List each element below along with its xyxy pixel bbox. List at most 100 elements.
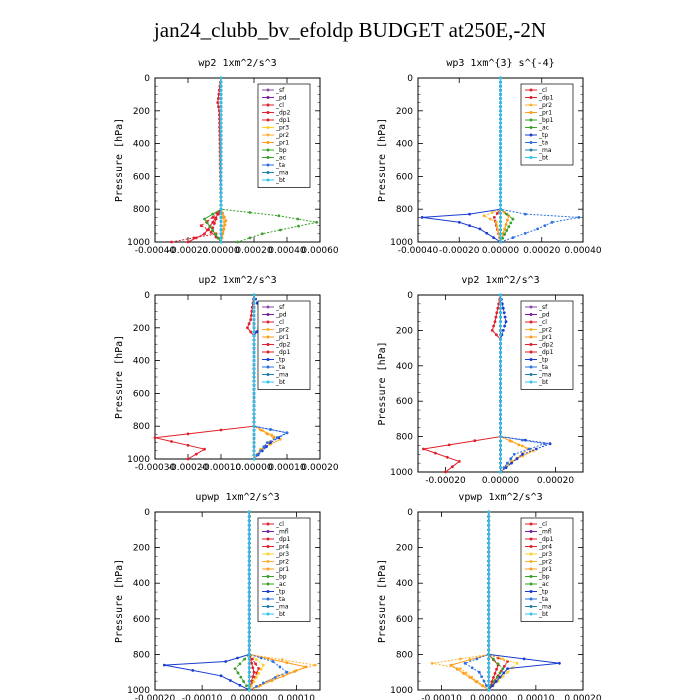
data-point-bt xyxy=(219,84,223,88)
data-point-tp xyxy=(506,667,509,670)
x-tick-label: 0.00060 xyxy=(301,246,338,256)
data-point-bt xyxy=(499,360,502,363)
data-point-dp1 xyxy=(473,439,477,443)
data-point-pr1 xyxy=(224,219,228,223)
legend-marker xyxy=(529,597,533,601)
y-axis-label: Pressure [hPa] xyxy=(377,341,388,425)
data-point-tp xyxy=(504,320,508,323)
data-point-ta xyxy=(265,441,269,444)
y-axis-label: Pressure [hPa] xyxy=(377,559,388,643)
legend-label: _bp xyxy=(275,574,287,581)
legend-marker xyxy=(266,350,270,354)
data-point-bt xyxy=(487,617,491,621)
data-point-bt xyxy=(499,306,502,310)
legend-marker xyxy=(529,328,533,331)
data-point-pr2 xyxy=(490,211,494,214)
legend-marker xyxy=(529,148,533,152)
legend-label: _ma xyxy=(538,147,552,154)
data-point-bt xyxy=(499,211,502,215)
data-point-tp xyxy=(269,441,272,444)
legend-label: _pd xyxy=(538,312,550,319)
data-point-dp1 xyxy=(434,451,437,455)
data-point-bt xyxy=(252,310,256,313)
y-axis-label: Pressure [hPa] xyxy=(377,118,388,202)
data-point-bt xyxy=(499,466,502,469)
data-point-dp1 xyxy=(153,436,157,440)
data-point-dp1 xyxy=(211,226,215,230)
data-point-bt xyxy=(252,453,256,457)
data-point-tp xyxy=(238,683,242,687)
data-point-bt xyxy=(487,537,491,541)
data-point-bt xyxy=(219,117,223,121)
data-point-tp xyxy=(191,669,195,672)
data-point-dp1 xyxy=(213,222,216,225)
data-point-dp1 xyxy=(247,322,251,326)
data-point-tp xyxy=(229,679,232,682)
data-point-bp xyxy=(236,671,240,675)
legend-label: _ma xyxy=(538,604,552,611)
y-tick-label: 200 xyxy=(396,107,413,117)
data-point-bt xyxy=(219,232,223,236)
legend-marker xyxy=(529,141,533,144)
legend-marker xyxy=(266,126,270,129)
data-point-bt xyxy=(487,675,491,678)
data-point-bt xyxy=(487,653,491,656)
data-point-bt xyxy=(252,305,256,309)
data-point-bt xyxy=(487,626,491,630)
data-point-pr1 xyxy=(222,227,226,231)
data-point-bt xyxy=(247,617,251,621)
data-point-bt xyxy=(252,424,256,428)
data-point-bt xyxy=(487,519,491,523)
legend-label: _dp1 xyxy=(538,95,554,102)
legend-marker xyxy=(266,111,270,114)
data-point-tp xyxy=(485,231,489,235)
data-point-tp xyxy=(558,661,561,665)
data-point-dp1 xyxy=(257,667,261,670)
y-tick-label: 800 xyxy=(396,650,413,660)
y-tick-label: 800 xyxy=(133,650,150,660)
data-point-bt xyxy=(247,599,251,603)
legend-label: _bt xyxy=(538,155,549,162)
data-point-bt xyxy=(252,396,256,399)
legend-marker xyxy=(529,118,533,122)
data-point-bt xyxy=(252,334,256,338)
data-point-bt xyxy=(499,179,502,182)
legend-label: _pr4 xyxy=(275,544,289,551)
y-tick-label: 0 xyxy=(144,508,150,518)
data-point-pr3 xyxy=(501,657,505,661)
legend-marker xyxy=(266,320,270,324)
data-point-tp xyxy=(420,216,424,219)
legend-box xyxy=(257,517,311,622)
legend-marker xyxy=(529,545,533,548)
data-point-dp1 xyxy=(186,443,190,447)
legend-marker xyxy=(529,530,533,533)
legend-marker xyxy=(529,552,533,556)
data-point-ta xyxy=(523,212,527,216)
data-point-bt xyxy=(499,293,502,297)
data-point-bp xyxy=(296,217,300,221)
panel-title: upwp 1xm^2/s^3 xyxy=(195,492,279,503)
data-point-bt xyxy=(499,399,502,403)
data-point-bt xyxy=(252,449,256,453)
data-point-bt xyxy=(499,377,502,381)
data-point-bt xyxy=(499,355,502,359)
x-tick-label: 0.00010 xyxy=(278,694,315,700)
legend-marker xyxy=(266,365,270,369)
data-point-dp1 xyxy=(246,326,249,330)
data-point-pr3 xyxy=(515,661,519,665)
x-tick-label: 0.00020 xyxy=(537,476,574,486)
data-point-bt xyxy=(499,150,502,154)
data-point-bp xyxy=(260,232,264,236)
data-point-bt xyxy=(499,216,502,219)
legend-marker xyxy=(266,88,270,92)
data-point-pr3 xyxy=(506,670,509,674)
x-tick-label: 0.00020 xyxy=(564,694,601,700)
data-point-dp2 xyxy=(217,105,220,109)
data-point-bt xyxy=(219,236,223,240)
data-point-bp xyxy=(239,675,243,679)
data-point-dp1 xyxy=(445,455,449,459)
data-point-bt xyxy=(252,379,256,383)
panel-title: up2 1xm^2/s^3 xyxy=(198,275,276,286)
data-point-bt xyxy=(499,298,502,301)
data-point-bt xyxy=(499,134,502,137)
